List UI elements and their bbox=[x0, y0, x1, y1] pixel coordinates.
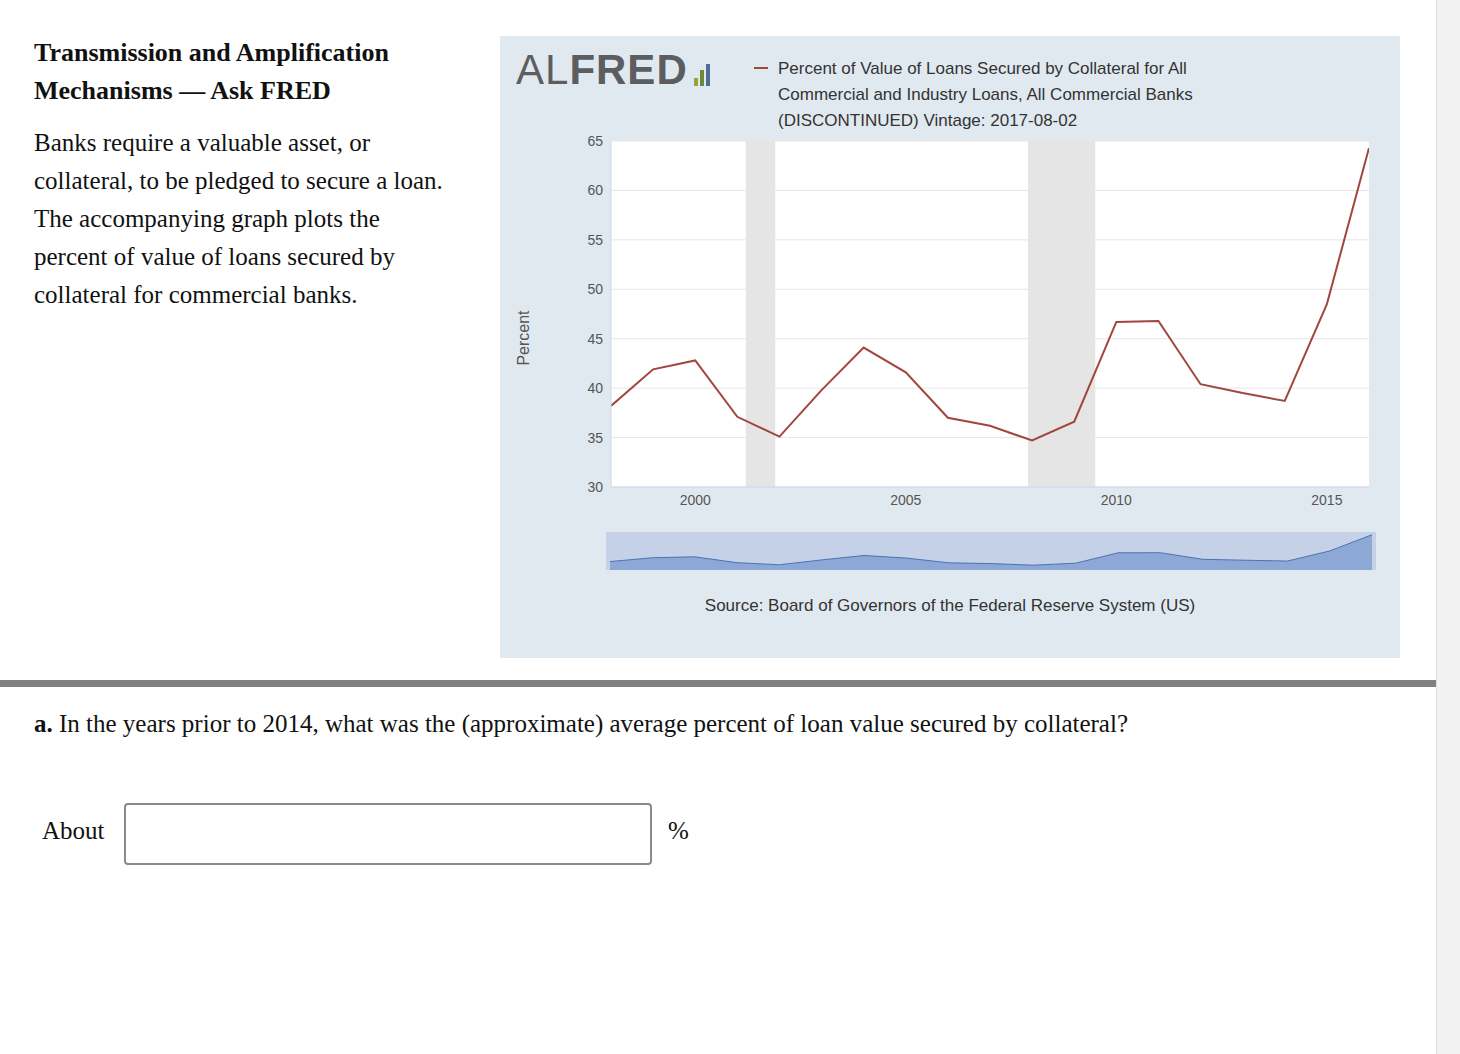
html-text:Percent: Percent bbox=[515, 310, 532, 366]
html-text:AL FRED: AL FRED bbox=[516, 46, 688, 93]
svg-text:40: 40 bbox=[587, 380, 603, 396]
html-text:Source: Board of Governors of: Source: Board of Governors of the Federa… bbox=[704, 596, 1196, 615]
html-text:Mechanisms — Ask FRED: Mechanisms — Ask FRED bbox=[34, 76, 331, 105]
svg-text:2005: 2005 bbox=[890, 492, 921, 508]
svg-text:2010: 2010 bbox=[1101, 492, 1132, 508]
svg-text:2015: 2015 bbox=[1311, 492, 1342, 508]
html-text:a. In the years prior to 2014,: a. In the years prior to 2014, what was … bbox=[34, 710, 1128, 737]
svg-text:50: 50 bbox=[587, 281, 603, 297]
html-text:Banks require a valuable asset: Banks require a valuable asset, or bbox=[34, 129, 370, 156]
svg-text:2000: 2000 bbox=[680, 492, 711, 508]
html-text:Percent of Value of Loans Secu: Percent of Value of Loans Secured by Col… bbox=[778, 59, 1193, 130]
html-text:The accompanying graph plots t: The accompanying graph plots the bbox=[34, 205, 380, 232]
html-text:collateral, to be pledged to s: collateral, to be pledged to secure a lo… bbox=[34, 167, 443, 194]
html-text:About: About bbox=[42, 817, 105, 844]
svg-text:45: 45 bbox=[587, 331, 603, 347]
html-text:Transmission and Amplification: Transmission and Amplification bbox=[34, 38, 389, 67]
html-text:collateral for commercial bank: collateral for commercial banks. bbox=[34, 281, 358, 308]
svg-text:60: 60 bbox=[587, 182, 603, 198]
svg-text:30: 30 bbox=[587, 479, 603, 495]
svg-text:35: 35 bbox=[587, 430, 603, 446]
svg-text:65: 65 bbox=[587, 133, 603, 149]
html-text:percent of value of loans secu: percent of value of loans secured by bbox=[34, 243, 395, 270]
svg-text:55: 55 bbox=[587, 232, 603, 248]
